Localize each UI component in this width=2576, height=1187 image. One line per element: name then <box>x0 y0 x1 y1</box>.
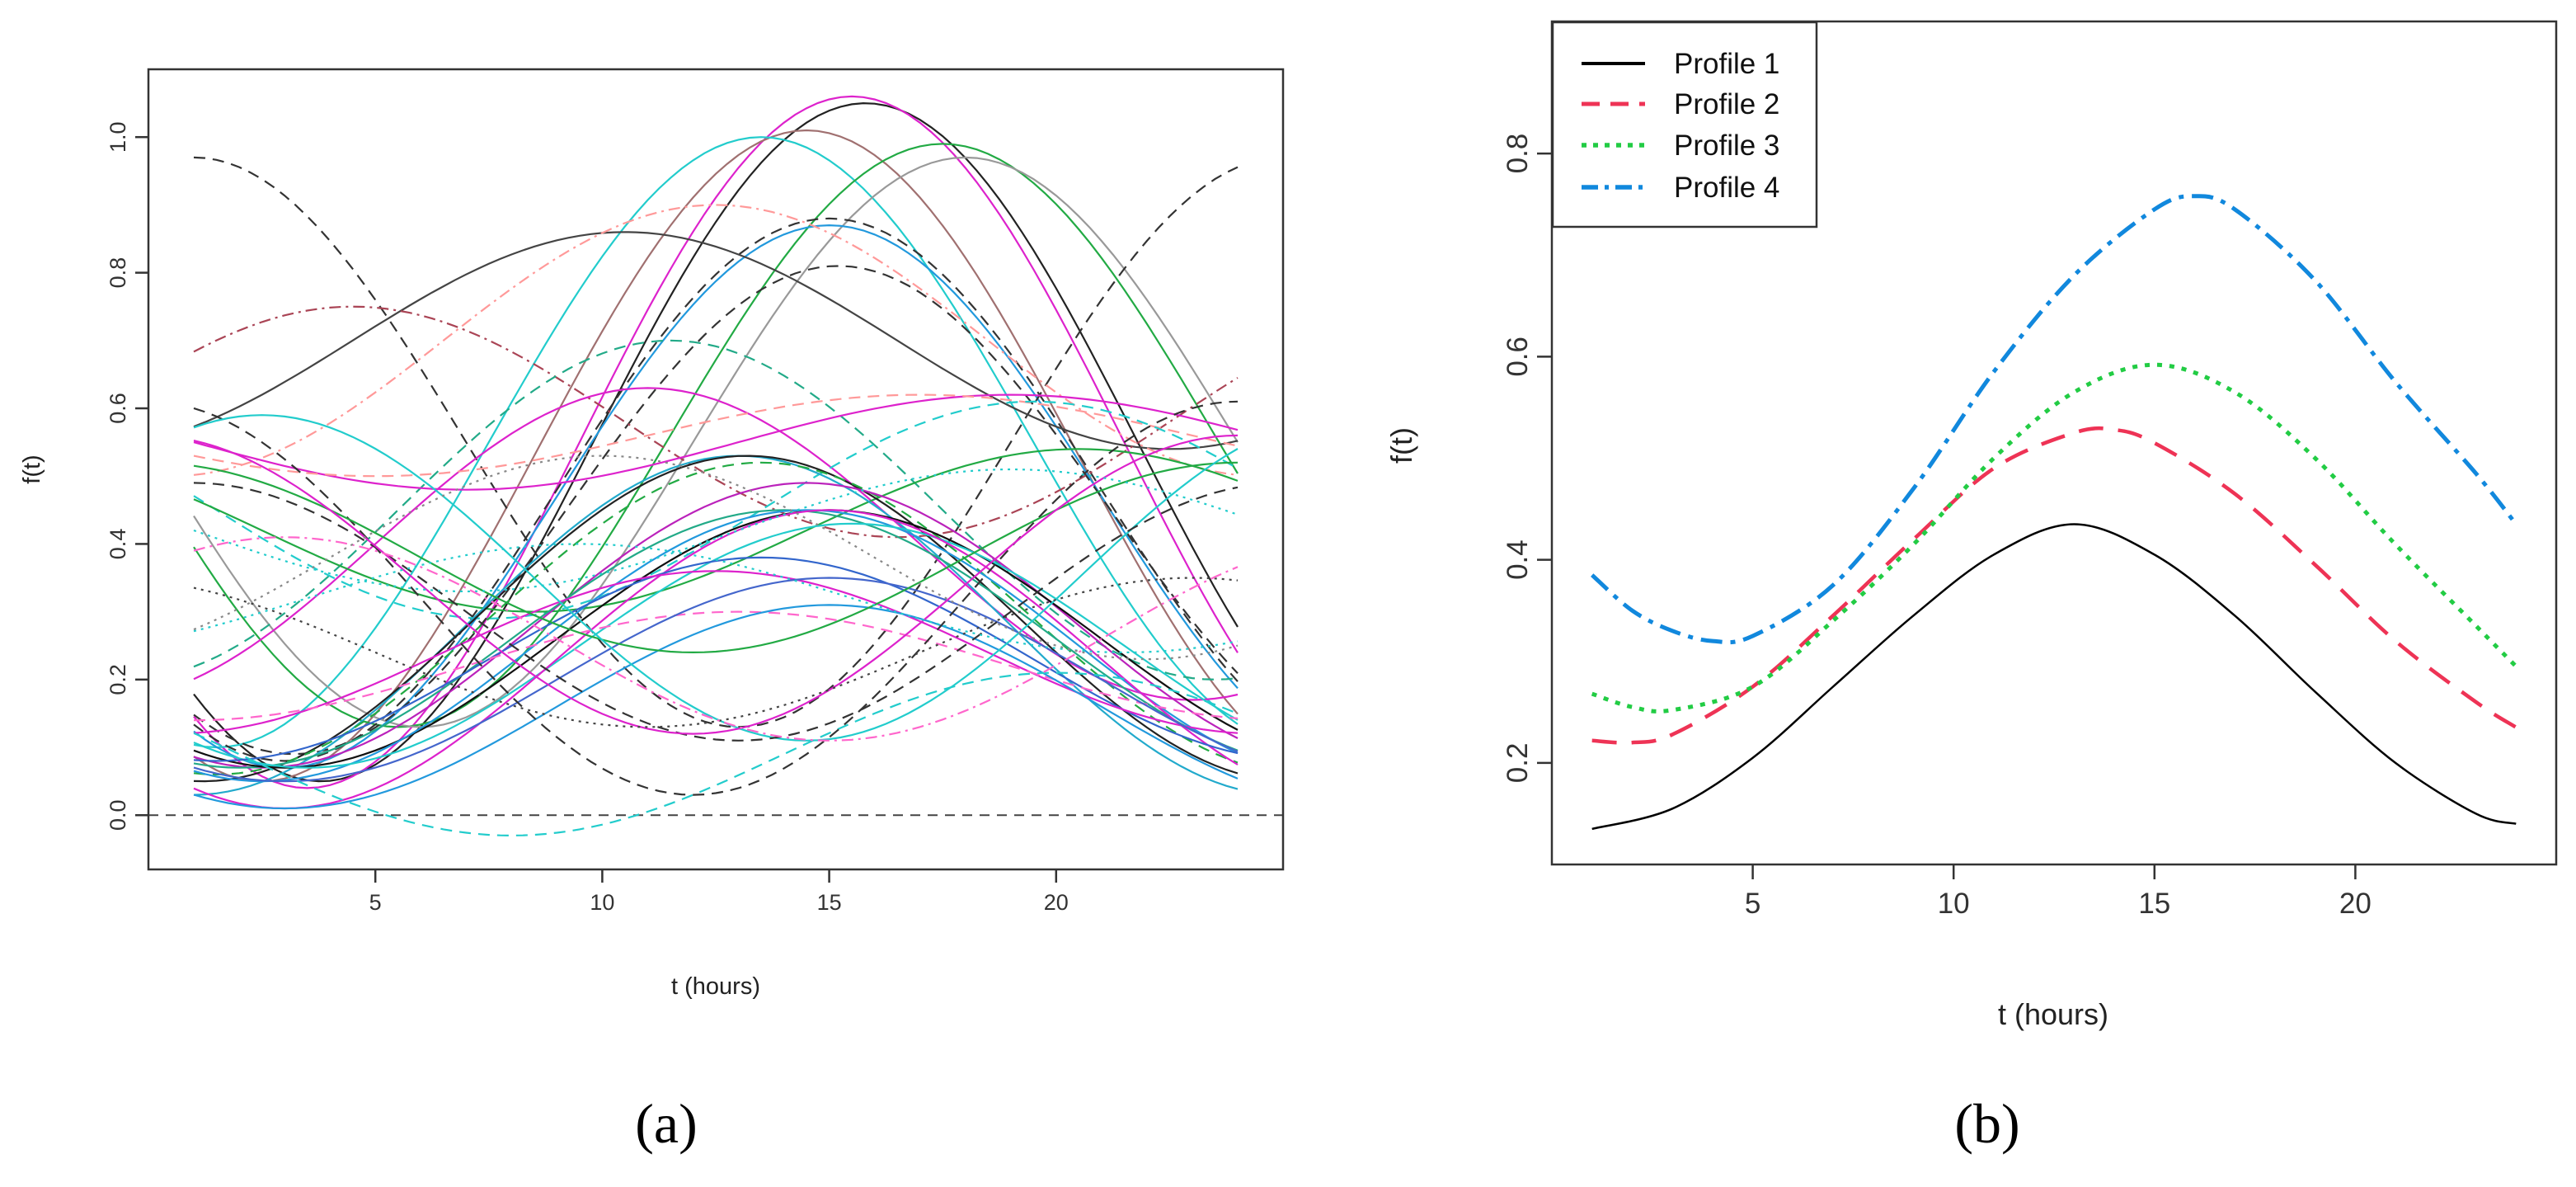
y-tick-label: 0.6 <box>106 393 130 424</box>
series-line-22 <box>193 461 1239 776</box>
series-line-40 <box>193 468 1239 593</box>
series-line-24 <box>193 509 1239 769</box>
series-line-7 <box>193 217 1239 762</box>
series-line-profile-2 <box>1591 426 2517 745</box>
series-line-39 <box>193 434 1239 735</box>
series-line-30 <box>193 570 1239 734</box>
series-line-profile-1 <box>1591 523 2517 831</box>
x-tick-label: 5 <box>1745 888 1760 920</box>
panel-a-x-axis-title: t (hours) <box>671 973 760 1000</box>
panel-b-plot-frame <box>1550 20 2558 866</box>
series-line-23 <box>193 482 1239 769</box>
series-line-31 <box>193 610 1239 722</box>
x-tick-label: 15 <box>817 890 842 915</box>
series-line-36 <box>193 461 1239 654</box>
series-line-profile-4 <box>1591 194 2518 645</box>
y-tick-label: 0.8 <box>106 257 130 289</box>
series-line-4 <box>193 136 1239 749</box>
legend-label-profile-3: Profile 3 <box>1674 130 1779 162</box>
series-line-25 <box>193 509 1239 769</box>
y-tick-label: 0.2 <box>106 664 130 695</box>
legend-box <box>1551 21 1818 228</box>
panel-b-x-axis: 5 10 15 20 <box>1745 864 2372 920</box>
panel-b-y-axis: 0.2 0.4 0.6 0.8 <box>1502 134 1552 783</box>
series-line-35 <box>193 400 1239 796</box>
x-tick-label: 10 <box>590 890 614 915</box>
panel-a-y-axis-title: f(t) <box>19 455 45 483</box>
legend-label-profile-4: Profile 4 <box>1674 172 1779 204</box>
series-line-29 <box>193 556 1239 762</box>
y-tick-label: 0.0 <box>106 799 130 831</box>
series-line-38 <box>193 482 1239 742</box>
series-line-37 <box>193 414 1239 742</box>
series-line-5 <box>193 143 1239 728</box>
series-line-9 <box>193 265 1239 756</box>
x-tick-label: 5 <box>369 890 382 915</box>
series-line-16 <box>193 393 1239 491</box>
panel-a-caption: (a) <box>635 1092 697 1155</box>
panel-a-x-axis: 5 10 15 20 <box>369 869 1069 915</box>
series-line-2 <box>193 95 1239 789</box>
series-line-28 <box>193 509 1239 810</box>
series-line-21 <box>193 455 1239 783</box>
series-line-44 <box>193 455 1239 661</box>
series-line-13 <box>193 305 1239 539</box>
y-tick-label: 0.8 <box>1502 134 1534 174</box>
series-line-8 <box>193 224 1239 769</box>
panel-b-line-chart: 5 10 15 20 0.2 0.4 0.6 0.8 t (hours) f(t) Prof… <box>1384 20 2558 1155</box>
panel-a-plot-frame <box>147 68 1285 871</box>
panel-b-profile-curves <box>1591 194 2518 831</box>
series-line-17 <box>193 393 1239 478</box>
panel-b-y-axis-title: f(t) <box>1384 427 1418 464</box>
series-line-3 <box>193 129 1239 783</box>
y-tick-label: 0.4 <box>106 529 130 560</box>
series-line-1 <box>193 101 1239 783</box>
series-line-33 <box>193 604 1239 810</box>
series-line-profile-3 <box>1591 362 2518 714</box>
x-tick-label: 20 <box>2339 888 2372 920</box>
x-tick-label: 10 <box>1938 888 1970 920</box>
panel-a-curves <box>193 95 1239 837</box>
legend-label-profile-1: Profile 1 <box>1674 48 1779 80</box>
series-line-43 <box>193 536 1239 742</box>
legend-label-profile-2: Profile 2 <box>1674 88 1779 120</box>
panel-a-y-axis: 0.0 0.2 0.4 0.6 0.8 1.0 <box>106 121 148 831</box>
series-line-14 <box>193 339 1239 681</box>
series-line-12 <box>193 204 1239 476</box>
series-line-42 <box>193 543 1239 654</box>
series-line-26 <box>193 509 1239 783</box>
y-tick-label: 0.2 <box>1502 743 1534 784</box>
x-tick-label: 15 <box>2138 888 2170 920</box>
series-line-27 <box>193 522 1239 769</box>
series-line-11 <box>193 231 1239 450</box>
panel-b-x-axis-title: t (hours) <box>1998 997 2108 1031</box>
x-tick-label: 20 <box>1044 890 1069 915</box>
y-tick-label: 0.4 <box>1502 539 1534 580</box>
panel-b-caption: (b) <box>1954 1092 2019 1155</box>
y-tick-label: 1.0 <box>106 121 130 153</box>
series-line-34 <box>193 671 1239 837</box>
panel-a-line-chart: 5 10 15 20 0.0 0.2 0.4 0.6 0.8 1.0 t (hours) f(t… <box>19 68 1285 1155</box>
series-line-32 <box>193 577 1239 783</box>
series-line-18 <box>193 400 1239 619</box>
panel-b-legend: Profile 1 Profile 2 Profile 3 Profile 4 <box>1551 21 1818 228</box>
y-tick-label: 0.6 <box>1502 337 1534 377</box>
series-line-19 <box>193 448 1239 613</box>
